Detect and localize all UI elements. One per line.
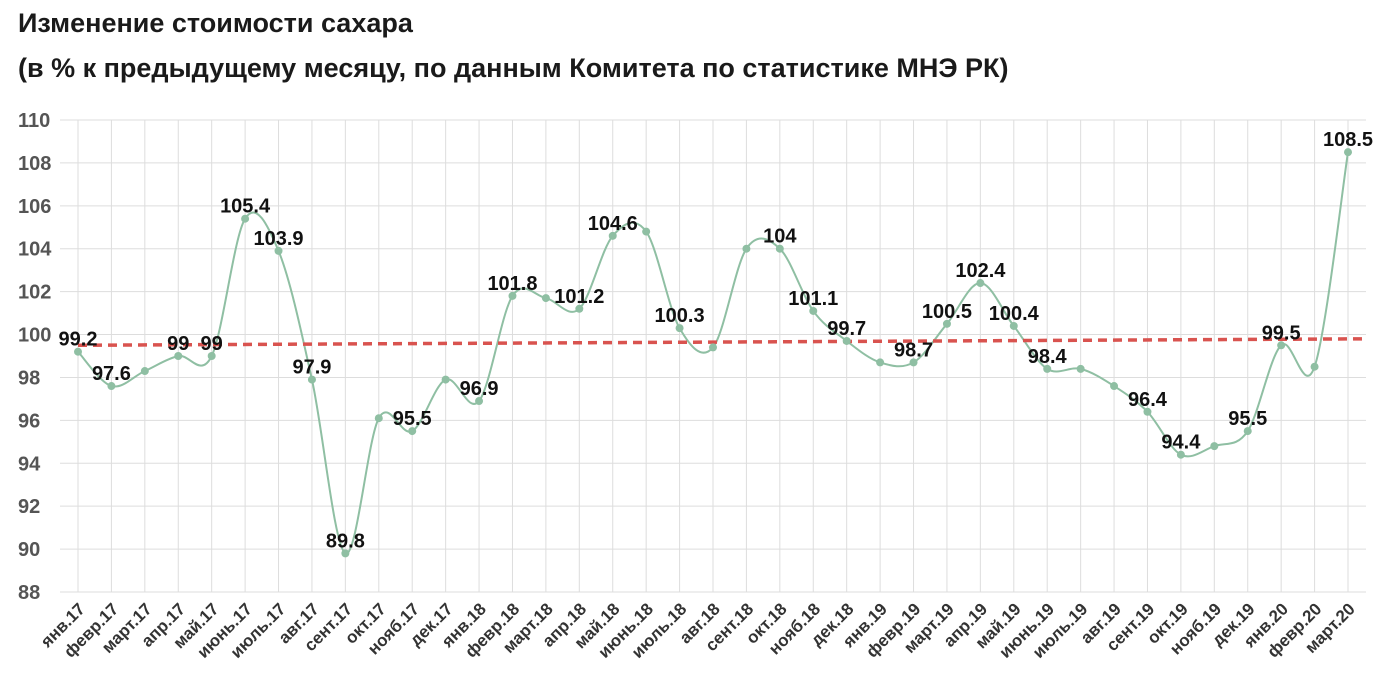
data-label: 97.6 xyxy=(92,363,131,385)
data-point xyxy=(374,414,383,423)
y-tick-label: 90 xyxy=(18,539,40,561)
data-point xyxy=(1310,362,1319,371)
data-label: 95.5 xyxy=(393,408,432,430)
data-label: 100.5 xyxy=(922,301,972,323)
data-label: 99 xyxy=(167,333,189,355)
data-point xyxy=(842,336,851,345)
chart-subtitle: (в % к предыдущему месяцу, по данным Ком… xyxy=(18,53,1009,83)
data-label: 95.5 xyxy=(1228,408,1267,430)
data-label: 98.7 xyxy=(894,339,933,361)
data-point xyxy=(1110,382,1119,391)
data-point xyxy=(976,279,985,288)
grid xyxy=(60,119,1366,593)
data-point xyxy=(508,291,517,300)
data-point xyxy=(642,227,651,236)
data-label: 104 xyxy=(763,226,797,248)
data-point xyxy=(575,304,584,313)
data-point xyxy=(809,306,818,315)
y-tick-label: 96 xyxy=(18,410,40,432)
data-label: 103.9 xyxy=(253,228,303,250)
data-label: 94.4 xyxy=(1161,432,1201,454)
data-point xyxy=(274,246,283,255)
data-point xyxy=(942,319,951,328)
y-tick-label: 104 xyxy=(18,239,52,261)
y-tick-label: 88 xyxy=(18,582,40,604)
data-point xyxy=(441,375,450,384)
data-point xyxy=(775,244,784,253)
data-label: 100.4 xyxy=(989,303,1040,325)
data-point xyxy=(1176,450,1185,459)
data-point xyxy=(909,358,918,367)
data-point xyxy=(1344,148,1352,157)
data-point xyxy=(140,367,149,376)
trendline xyxy=(77,337,1367,348)
data-labels: 99.2 97.6 99 99 105.4 103.9 97.9 89.8 95.5 96.9 10… xyxy=(59,129,1374,552)
data-point xyxy=(107,382,116,391)
data-point xyxy=(1009,321,1018,330)
data-label: 101.1 xyxy=(788,288,838,310)
data-label: 108.5 xyxy=(1323,129,1373,151)
y-axis: 88 90 92 94 96 98 100 102 104 106 108 110 xyxy=(18,110,52,604)
y-tick-label: 108 xyxy=(18,153,51,175)
data-point xyxy=(74,347,82,356)
data-point xyxy=(1210,442,1219,451)
data-points xyxy=(74,148,1352,558)
data-point xyxy=(174,352,183,360)
data-label: 89.8 xyxy=(326,530,365,552)
data-label: 104.6 xyxy=(588,213,638,235)
data-point xyxy=(608,231,617,240)
y-tick-label: 106 xyxy=(18,196,51,218)
y-tick-label: 100 xyxy=(18,325,51,347)
data-label: 99.5 xyxy=(1262,322,1301,344)
data-point xyxy=(1243,427,1252,436)
trendline-group xyxy=(77,337,1367,348)
data-point xyxy=(1043,364,1052,373)
data-point xyxy=(1277,341,1286,350)
y-tick-label: 102 xyxy=(18,282,51,304)
data-label: 96.9 xyxy=(460,378,499,400)
data-point xyxy=(541,294,550,303)
data-point xyxy=(408,427,417,436)
data-label: 97.9 xyxy=(292,357,331,379)
data-label: 102.4 xyxy=(955,260,1006,282)
data-point xyxy=(742,244,751,253)
data-label: 101.8 xyxy=(487,273,537,295)
y-tick-label: 94 xyxy=(18,453,41,475)
data-label: 99.2 xyxy=(59,329,98,351)
data-point xyxy=(475,397,484,406)
chart-title: Изменение стоимости сахара xyxy=(18,8,413,38)
x-axis: янв.17февр.17март.17апр.17май.17июнь.17и… xyxy=(36,599,1359,662)
data-label: 100.3 xyxy=(655,305,705,327)
data-point xyxy=(876,358,885,367)
data-point xyxy=(1143,407,1152,416)
data-label: 98.4 xyxy=(1028,346,1068,368)
data-point xyxy=(675,324,684,333)
y-tick-label: 92 xyxy=(18,496,40,518)
data-point xyxy=(709,343,717,352)
data-label: 96.4 xyxy=(1128,389,1168,411)
data-label: 105.4 xyxy=(220,196,271,218)
data-point xyxy=(1076,364,1085,373)
data-point xyxy=(341,549,350,558)
data-point xyxy=(207,352,216,360)
y-tick-label: 98 xyxy=(18,367,40,389)
data-label: 99.7 xyxy=(827,318,866,340)
data-point xyxy=(307,375,316,384)
data-point xyxy=(241,214,250,223)
y-tick-label: 110 xyxy=(18,110,50,132)
data-label: 99 xyxy=(201,333,223,355)
data-label: 101.2 xyxy=(554,286,604,308)
